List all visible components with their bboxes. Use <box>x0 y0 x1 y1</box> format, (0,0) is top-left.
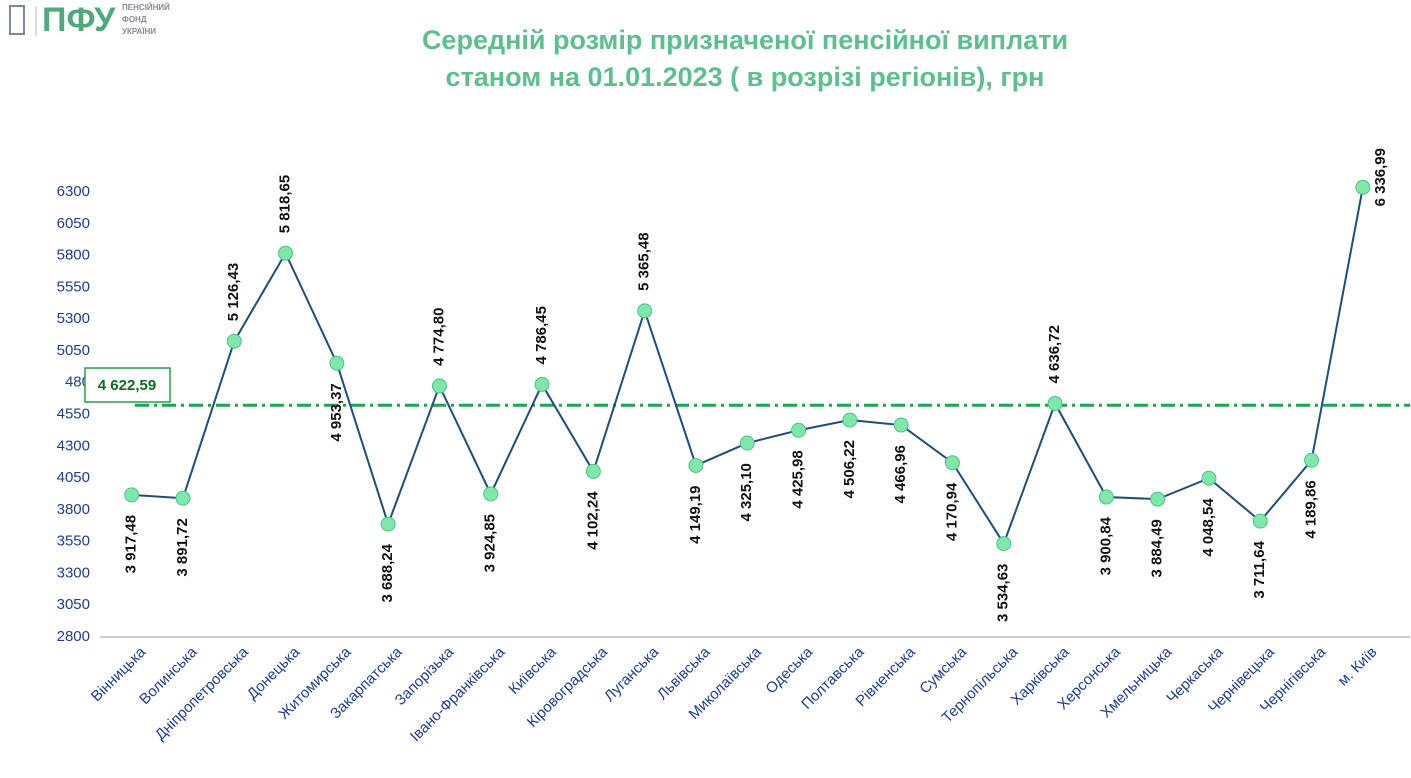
y-tick-label: 5800 <box>57 247 90 264</box>
y-tick-label: 6050 <box>57 215 90 232</box>
data-point <box>893 417 909 433</box>
data-label: 3 891,72 <box>174 518 191 576</box>
chart-title: Середній розмір призначеної пенсійної ви… <box>422 25 1068 55</box>
data-point <box>944 455 960 471</box>
data-point <box>688 457 704 473</box>
average-label: 4 622,59 <box>98 377 156 394</box>
data-point <box>1098 489 1114 505</box>
data-label: 3 917,48 <box>123 515 140 573</box>
x-tick-label: Івано-Франківська <box>407 643 509 745</box>
logo: ПФУ ПЕНСІЙНИЙ ФОНД УКРАЇНИ <box>9 1 170 39</box>
data-point <box>585 463 601 479</box>
data-point <box>534 376 550 392</box>
y-tick-label: 3050 <box>57 596 90 613</box>
data-point <box>996 536 1012 552</box>
y-tick-label: 5550 <box>57 278 90 295</box>
x-tick-label: Луганська <box>601 643 663 705</box>
data-point <box>431 378 447 394</box>
y-tick-label: 480 <box>65 374 90 391</box>
data-label: 5 365,48 <box>636 232 653 290</box>
data-label: 4 170,94 <box>943 482 960 541</box>
data-label: 4 189,86 <box>1303 480 1320 538</box>
chart-title: станом на 01.01.2023 ( в розрізі регіоні… <box>446 62 1045 92</box>
y-tick-label: 3800 <box>57 501 90 518</box>
data-label: 3 900,84 <box>1097 516 1114 575</box>
average-box <box>84 367 171 403</box>
y-tick-label: 5050 <box>57 342 90 359</box>
data-label: 3 688,24 <box>379 543 396 602</box>
data-point <box>175 490 191 506</box>
data-point <box>1252 513 1268 529</box>
data-point <box>791 422 807 438</box>
data-point <box>226 333 242 349</box>
y-tick-label: 4300 <box>57 437 90 454</box>
data-point <box>483 486 499 502</box>
data-label: 4 636,72 <box>1046 325 1063 383</box>
data-point <box>1355 179 1371 195</box>
y-tick-label: 5300 <box>57 310 90 327</box>
x-tick-label: м. Київ <box>1335 644 1381 690</box>
data-point <box>637 303 653 319</box>
data-point <box>739 435 755 451</box>
data-label: 4 102,24 <box>584 491 601 550</box>
data-label: 4 506,22 <box>841 440 858 498</box>
data-label: 4 953,37 <box>328 383 345 441</box>
data-label: 4 466,96 <box>892 445 909 503</box>
data-label: 5 818,65 <box>277 175 294 233</box>
data-label: 6 336,99 <box>1372 148 1389 206</box>
logo-emblem <box>9 5 25 35</box>
data-point <box>380 516 396 532</box>
data-label: 3 534,63 <box>995 564 1012 622</box>
data-label: 4 048,54 <box>1200 498 1217 557</box>
y-tick-label: 6300 <box>57 183 90 200</box>
data-point <box>1304 452 1320 468</box>
logo-mark: ПФУ <box>42 1 116 39</box>
data-label: 4 425,98 <box>790 450 807 508</box>
logo-text: ПЕНСІЙНИЙ <box>122 3 170 12</box>
data-point <box>1150 491 1166 507</box>
data-label: 3 884,49 <box>1149 519 1166 577</box>
data-point <box>1047 395 1063 411</box>
x-tick-label: Дніпропетровська <box>152 643 252 743</box>
data-point <box>124 487 140 503</box>
data-label: 4 325,10 <box>738 463 755 521</box>
y-tick-label: 4050 <box>57 469 90 486</box>
y-tick-label: 3300 <box>57 564 90 581</box>
data-label: 4 774,80 <box>430 308 447 366</box>
data-label: 4 786,45 <box>533 306 550 364</box>
data-point <box>278 245 294 261</box>
logo-text: ФОНД <box>122 15 147 24</box>
data-label: 4 149,19 <box>687 485 704 543</box>
y-tick-label: 2800 <box>57 628 90 645</box>
data-point <box>1201 470 1217 486</box>
data-point <box>329 355 345 371</box>
data-point <box>842 412 858 428</box>
data-label: 5 126,43 <box>225 263 242 321</box>
data-label: 3 711,64 <box>1251 540 1268 598</box>
y-tick-label: 4550 <box>57 405 90 422</box>
data-label: 3 924,85 <box>482 514 499 572</box>
y-tick-label: 3550 <box>57 533 90 550</box>
logo-text: УКРАЇНИ <box>122 27 156 36</box>
